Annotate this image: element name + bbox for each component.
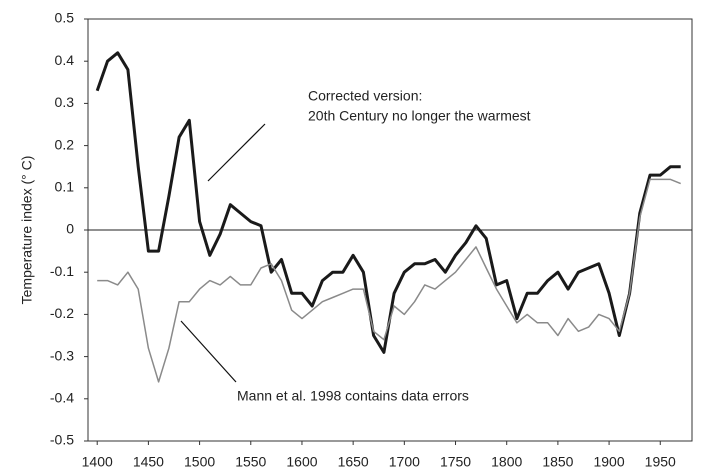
y-tick-label: 0.3 <box>55 94 75 110</box>
x-tick-label: 1900 <box>593 454 624 467</box>
y-axis-label: Temperature index (° C) <box>19 156 35 305</box>
y-tick-label: -0.4 <box>50 390 74 406</box>
series-line <box>97 178 681 383</box>
x-tick-label: 1650 <box>338 454 369 467</box>
annotation: 20th Century no longer the warmest <box>308 108 531 124</box>
y-tick-label: -0.5 <box>50 432 74 448</box>
annotation: Mann et al. 1998 contains data errors <box>237 388 469 404</box>
x-tick-label: 1800 <box>491 454 522 467</box>
x-tick-label: 1500 <box>184 454 215 467</box>
x-tick-label: 1750 <box>440 454 471 467</box>
y-tick-label: 0.4 <box>55 52 75 68</box>
y-tick-label: 0.2 <box>55 136 75 152</box>
x-tick-label: 1850 <box>542 454 573 467</box>
x-tick-label: 1400 <box>82 454 113 467</box>
annotation-leader <box>180 320 237 383</box>
x-tick-label: 1950 <box>645 454 676 467</box>
annotation-leader <box>207 123 266 182</box>
x-tick-label: 1450 <box>133 454 164 467</box>
x-tick-label: 1550 <box>235 454 266 467</box>
y-tick-label: 0.1 <box>55 179 75 195</box>
annotation: Corrected version: <box>308 88 422 104</box>
x-tick-label: 1700 <box>389 454 420 467</box>
y-tick-label: 0.5 <box>55 10 75 26</box>
x-tick-label: 1600 <box>286 454 317 467</box>
y-tick-label: -0.1 <box>50 263 74 279</box>
y-tick-label: -0.2 <box>50 305 74 321</box>
y-tick-label: -0.3 <box>50 347 74 363</box>
y-tick-label: 0 <box>66 221 74 237</box>
